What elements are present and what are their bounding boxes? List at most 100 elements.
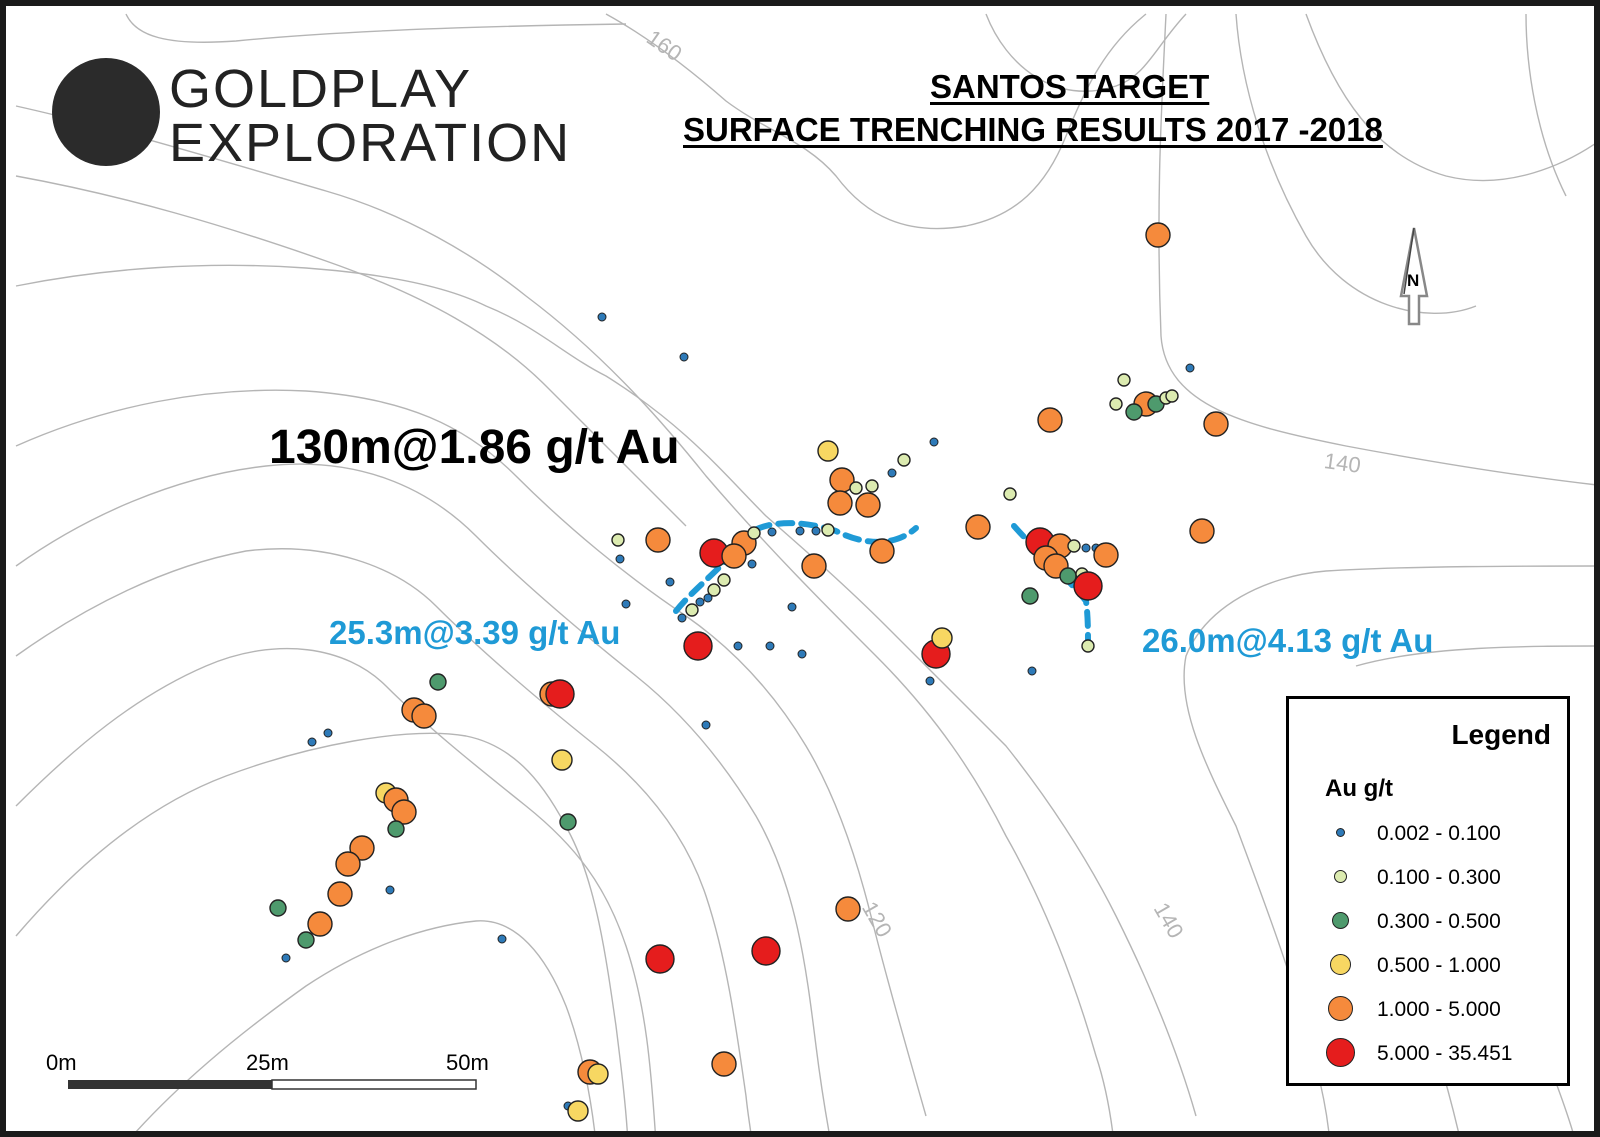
sample-point bbox=[391, 799, 417, 825]
contour-line bbox=[135, 920, 596, 1131]
sample-point bbox=[801, 553, 827, 579]
sample-point bbox=[665, 577, 675, 587]
sample-point bbox=[1117, 373, 1131, 387]
sample-point bbox=[767, 527, 777, 537]
legend-row: 0.300 - 0.500 bbox=[1289, 901, 1569, 941]
sample-point bbox=[281, 953, 291, 963]
contour-labels: 160 140 120 140 bbox=[642, 25, 1362, 943]
sample-point bbox=[701, 720, 711, 730]
sample-point bbox=[1145, 222, 1171, 248]
contour-line bbox=[15, 732, 628, 1131]
sample-point bbox=[925, 676, 935, 686]
sample-point bbox=[1059, 567, 1077, 585]
map-canvas: 160 140 120 140 N bbox=[15, 13, 1594, 1131]
legend-swatch bbox=[1328, 996, 1353, 1021]
sample-point bbox=[1165, 389, 1179, 403]
sample-point bbox=[559, 813, 577, 831]
contour-label: 160 bbox=[642, 25, 686, 67]
sample-point bbox=[685, 603, 699, 617]
sample-point bbox=[349, 835, 375, 861]
sample-point bbox=[551, 749, 573, 771]
scale-bar bbox=[68, 1079, 477, 1090]
sample-point bbox=[1067, 539, 1081, 553]
legend-row: 0.002 - 0.100 bbox=[1289, 813, 1569, 853]
sample-point bbox=[683, 631, 713, 661]
brand-name-line1: GOLDPLAY bbox=[169, 59, 473, 119]
sample-points bbox=[269, 222, 1229, 1122]
sample-point bbox=[323, 728, 333, 738]
sample-point bbox=[1037, 407, 1063, 433]
sample-point bbox=[849, 481, 863, 495]
sample-point bbox=[811, 526, 821, 536]
contour-lines bbox=[15, 13, 1594, 1131]
sample-point bbox=[703, 593, 713, 603]
contour-line bbox=[985, 13, 1187, 92]
intercept-west-label: 25.3m@3.39 g/t Au bbox=[329, 614, 621, 651]
legend-swatch bbox=[1334, 870, 1347, 883]
contour-line bbox=[15, 463, 830, 1131]
sample-point bbox=[645, 944, 675, 974]
sample-point bbox=[787, 602, 797, 612]
contour-label: 140 bbox=[1323, 448, 1363, 478]
sample-point bbox=[855, 492, 881, 518]
sample-point bbox=[733, 641, 743, 651]
sample-point bbox=[965, 514, 991, 540]
sample-point bbox=[429, 673, 447, 691]
sample-point bbox=[307, 737, 317, 747]
sample-point bbox=[307, 911, 333, 937]
sample-point bbox=[1125, 403, 1143, 421]
sample-point bbox=[677, 613, 687, 623]
sample-point bbox=[695, 597, 705, 607]
scale-bar-segment-dark bbox=[68, 1080, 272, 1089]
scale-label-0: 0m bbox=[46, 1050, 77, 1075]
contour-line bbox=[1235, 13, 1477, 314]
sample-point bbox=[1081, 543, 1091, 553]
legend-row: 0.500 - 1.000 bbox=[1289, 945, 1569, 985]
legend-row: 5.000 - 35.451 bbox=[1289, 1033, 1569, 1073]
sample-point bbox=[497, 934, 507, 944]
sample-point bbox=[1109, 397, 1123, 411]
sample-point bbox=[897, 453, 911, 467]
legend-title: Legend bbox=[1451, 719, 1551, 750]
sample-point bbox=[1093, 542, 1119, 568]
contour-line bbox=[15, 647, 656, 1131]
legend-row: 0.100 - 0.300 bbox=[1289, 857, 1569, 897]
sample-point bbox=[887, 468, 897, 478]
legend-label: 0.002 - 0.100 bbox=[1377, 822, 1501, 845]
legend-box: Legend Au g/t 0.002 - 0.100 0.100 - 0.30… bbox=[1286, 696, 1570, 1086]
legend-label: 0.500 - 1.000 bbox=[1377, 954, 1501, 977]
brand-logo-circle bbox=[52, 58, 160, 166]
intercept-east-label: 26.0m@4.13 g/t Au bbox=[1142, 622, 1434, 659]
sample-point bbox=[545, 679, 575, 709]
map-title-line1: SANTOS TARGET bbox=[930, 68, 1210, 105]
main-intercept-label: 130m@1.86 g/t Au bbox=[269, 421, 680, 474]
sample-point bbox=[1073, 571, 1103, 601]
sample-point bbox=[821, 523, 835, 537]
sample-point bbox=[679, 352, 689, 362]
legend-row: 1.000 - 5.000 bbox=[1289, 989, 1569, 1029]
contour-line bbox=[15, 105, 1114, 1131]
contour-label: 140 bbox=[1149, 898, 1189, 942]
scale-label-25: 25m bbox=[246, 1050, 289, 1075]
sample-point bbox=[1189, 518, 1215, 544]
sample-point bbox=[717, 573, 731, 587]
sample-point bbox=[587, 1063, 609, 1085]
sample-point bbox=[327, 881, 353, 907]
contour-label: 120 bbox=[857, 897, 897, 941]
sample-point bbox=[835, 896, 861, 922]
legend-subtitle: Au g/t bbox=[1325, 775, 1393, 802]
sample-point bbox=[751, 936, 781, 966]
sample-point bbox=[721, 543, 747, 569]
sample-point bbox=[297, 931, 315, 949]
sample-point bbox=[765, 641, 775, 651]
legend-label: 5.000 - 35.451 bbox=[1377, 1042, 1513, 1065]
sample-point bbox=[817, 440, 839, 462]
contour-line bbox=[15, 264, 1197, 1117]
sample-point bbox=[747, 559, 757, 569]
contour-line bbox=[1158, 13, 1594, 486]
sample-point bbox=[827, 490, 853, 516]
sample-point bbox=[795, 526, 805, 536]
contour-line bbox=[125, 13, 627, 43]
sample-point bbox=[931, 627, 953, 649]
